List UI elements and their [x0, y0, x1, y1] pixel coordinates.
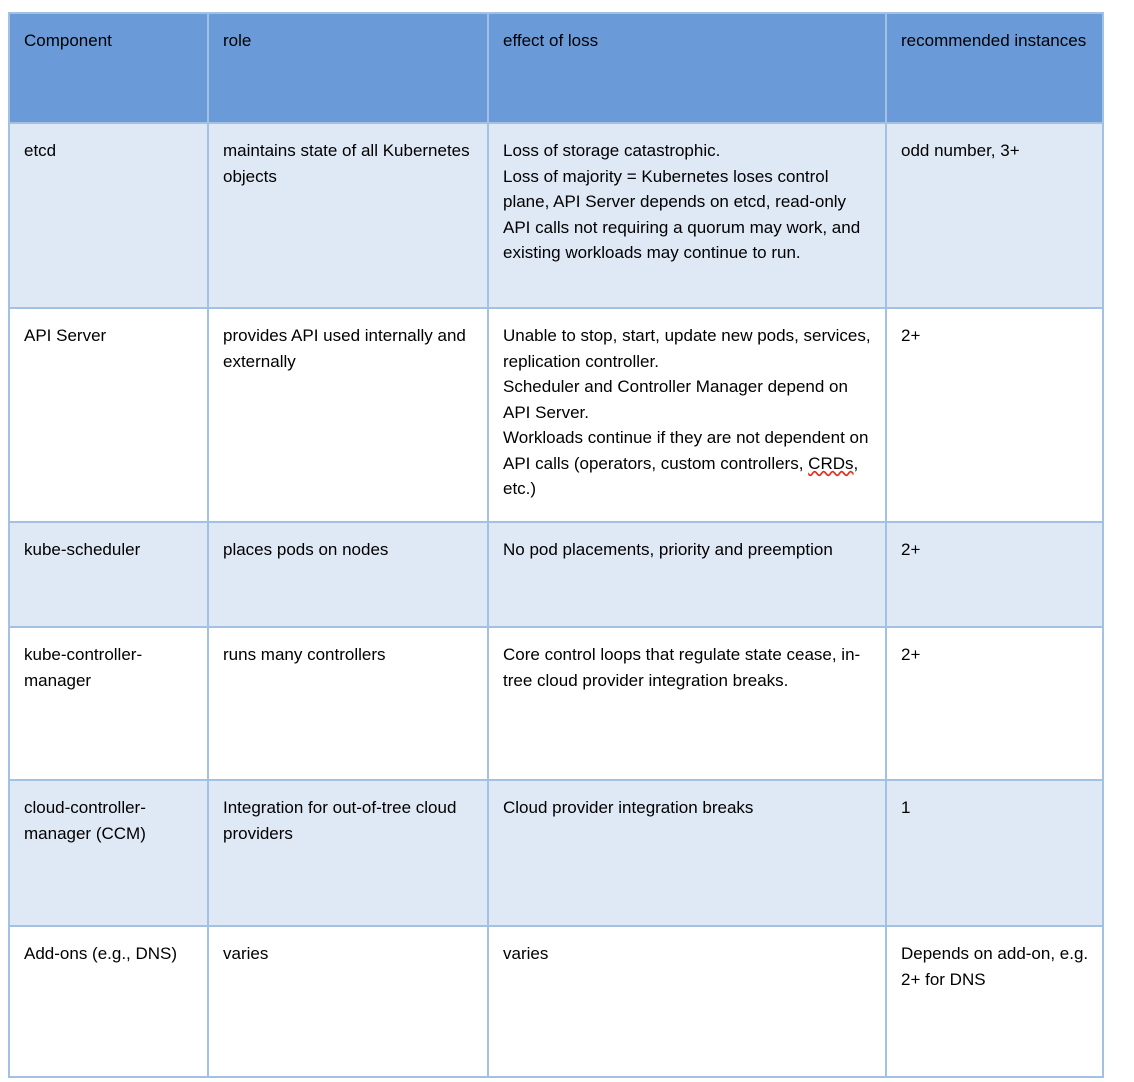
cell-recommended-instances: odd number, 3+: [885, 122, 1104, 309]
cell-text: runs many controllers: [223, 645, 386, 664]
cell-text-pre: Unable to stop, start, update new pods, …: [503, 326, 871, 473]
cell-role: places pods on nodes: [207, 521, 489, 628]
cell-role: maintains state of all Kubernetes object…: [207, 122, 489, 309]
cell-text: 2+: [901, 326, 921, 345]
table-header: Component role effect of loss recommende…: [8, 12, 1104, 124]
column-header-component: Component: [8, 12, 209, 124]
cell-component: Add-ons (e.g., DNS): [8, 925, 209, 1078]
cell-text: maintains state of all Kubernetes object…: [223, 141, 470, 186]
cell-component: cloud-controller-manager (CCM): [8, 779, 209, 927]
cell-text: kube-controller-manager: [24, 645, 143, 690]
cell-effect-of-loss: Loss of storage catastrophic. Loss of ma…: [487, 122, 887, 309]
cell-text: Core control loops that regulate state c…: [503, 645, 861, 690]
cell-text: varies: [503, 944, 549, 963]
column-header-role: role: [207, 12, 489, 124]
cell-role: Integration for out-of-tree cloud provid…: [207, 779, 489, 927]
table-row: Add-ons (e.g., DNS) varies varies Depend…: [8, 925, 1104, 1078]
cell-effect-of-loss: Core control loops that regulate state c…: [487, 626, 887, 781]
cell-text: varies: [223, 944, 269, 963]
cell-recommended-instances: Depends on add-on, e.g. 2+ for DNS: [885, 925, 1104, 1078]
cell-recommended-instances: 1: [885, 779, 1104, 927]
table-body: etcd maintains state of all Kubernetes o…: [8, 122, 1104, 1078]
table-row: API Server provides API used internally …: [8, 307, 1104, 523]
table-header-row: Component role effect of loss recommende…: [8, 12, 1104, 124]
cell-text: No pod placements, priority and preempti…: [503, 540, 833, 559]
cell-effect-of-loss: No pod placements, priority and preempti…: [487, 521, 887, 628]
cell-component: API Server: [8, 307, 209, 523]
cell-component: etcd: [8, 122, 209, 309]
table-row: kube-scheduler places pods on nodes No p…: [8, 521, 1104, 628]
cell-text: 1: [901, 798, 911, 817]
column-header-recommended-instances: recommended instances: [885, 12, 1104, 124]
cell-component: kube-controller-manager: [8, 626, 209, 781]
cell-text: Loss of storage catastrophic. Loss of ma…: [503, 141, 861, 262]
cell-text-post: , etc.): [503, 453, 859, 499]
spellcheck-misspelled-word: CRDs: [808, 453, 854, 473]
cell-text: Depends on add-on, e.g. 2+ for DNS: [901, 944, 1089, 989]
cell-text: Add-ons (e.g., DNS): [24, 944, 178, 963]
cell-recommended-instances: 2+: [885, 521, 1104, 628]
cell-component: kube-scheduler: [8, 521, 209, 628]
cell-role: runs many controllers: [207, 626, 489, 781]
kubernetes-components-table: Component role effect of loss recommende…: [8, 12, 1104, 1078]
cell-text: Integration for out-of-tree cloud provid…: [223, 798, 457, 843]
table-container: Component role effect of loss recommende…: [8, 12, 1104, 1078]
cell-effect-of-loss: Unable to stop, start, update new pods, …: [487, 307, 887, 523]
cell-effect-of-loss: varies: [487, 925, 887, 1078]
cell-text: etcd: [24, 141, 57, 160]
cell-text: cloud-controller-manager (CCM): [24, 798, 146, 843]
column-header-effect-of-loss: effect of loss: [487, 12, 887, 124]
cell-text: API Server: [24, 326, 107, 345]
cell-text: provides API used internally and externa…: [223, 326, 466, 371]
cell-effect-of-loss: Cloud provider integration breaks: [487, 779, 887, 927]
cell-text: odd number, 3+: [901, 141, 1020, 160]
cell-role: varies: [207, 925, 489, 1078]
cell-text: kube-scheduler: [24, 540, 141, 559]
cell-recommended-instances: 2+: [885, 307, 1104, 523]
cell-text: Cloud provider integration breaks: [503, 798, 754, 817]
cell-text: 2+: [901, 645, 921, 664]
table-row: etcd maintains state of all Kubernetes o…: [8, 122, 1104, 309]
table-row: cloud-controller-manager (CCM) Integrati…: [8, 779, 1104, 927]
table-row: kube-controller-manager runs many contro…: [8, 626, 1104, 781]
cell-recommended-instances: 2+: [885, 626, 1104, 781]
cell-role: provides API used internally and externa…: [207, 307, 489, 523]
cell-text: 2+: [901, 540, 921, 559]
cell-text: places pods on nodes: [223, 540, 389, 559]
